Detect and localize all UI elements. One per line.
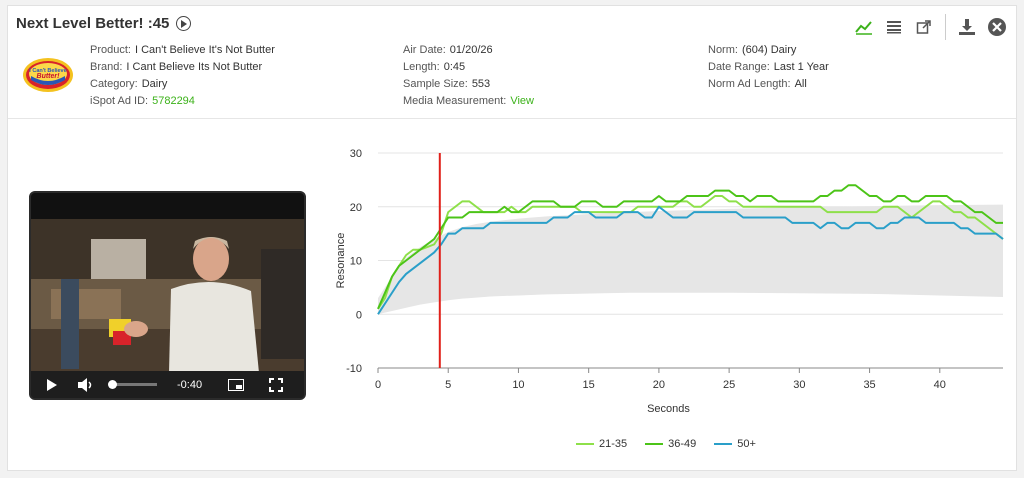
time-remaining: -0:40	[177, 378, 203, 391]
series-line-36-49	[377, 184, 1003, 310]
fullscreen-icon[interactable]	[269, 377, 284, 392]
meta-row-norm: Norm: (604) Dairy	[708, 44, 797, 56]
toolbar	[845, 14, 1008, 40]
meta-row-date-range: Date Range: Last 1 Year	[708, 61, 829, 73]
picture-in-picture-icon[interactable]	[228, 378, 245, 391]
x-tick-label: 15	[583, 379, 595, 391]
meta-column-product: Product: I Can't Believe It's Not Butter …	[90, 42, 275, 110]
meta-row-length: Length: 0:45	[403, 61, 466, 73]
play-circle-icon[interactable]	[176, 16, 192, 31]
x-tick-label: 30	[793, 379, 805, 391]
meta-row-norm-ad-length: Norm Ad Length: All	[708, 78, 807, 90]
chart-legend: 21-35 36-49 50+	[576, 438, 774, 450]
y-axis-title: Resonance	[335, 233, 347, 289]
seek-handle[interactable]	[108, 380, 118, 389]
media-measurement-view-link[interactable]: View	[510, 95, 534, 107]
meta-row-brand: Brand: I Cant Believe Its Not Butter	[90, 61, 263, 73]
resonance-chart: -10 0 10 20 30 0 5 10 15 20 25 30 35 40 Seconds Resonan…	[335, 148, 1004, 415]
ad-id-link[interactable]: 5782294	[152, 95, 195, 107]
meta-row-air-date: Air Date: 01/20/26	[403, 44, 493, 56]
line-chart-icon[interactable]	[853, 16, 875, 38]
video-frame[interactable]	[31, 219, 304, 373]
meta-column-air: Air Date: 01/20/26 Length: 0:45 Sample Siz…	[403, 42, 534, 110]
brand-logo: I Can't Believe Butter!	[23, 58, 73, 92]
meta-row-sample-size: Sample Size: 553	[403, 78, 491, 90]
y-tick-label: 30	[350, 148, 362, 160]
svg-text:Butter!: Butter!	[37, 73, 61, 80]
volume-icon[interactable]	[77, 377, 95, 392]
x-tick-label: 40	[934, 379, 946, 391]
seek-bar[interactable]	[108, 380, 157, 389]
legend-swatch-50-plus	[714, 443, 733, 445]
svg-text:I Can't Believe: I Can't Believe	[29, 68, 66, 74]
legend-swatch-21-35	[576, 443, 594, 445]
x-tick-label: 25	[723, 379, 735, 391]
meta-row-media-measurement: Media Measurement: View	[403, 95, 534, 107]
legend-swatch-36-49	[645, 443, 664, 445]
ad-title: Next Level Better! :45	[16, 15, 170, 32]
ad-card: Next Level Better! :45 I Can't Believe B…	[7, 5, 1017, 471]
title-row: Next Level Better! :45	[16, 15, 192, 32]
external-link-icon[interactable]	[913, 16, 935, 38]
legend-item-21-35[interactable]: 21-35	[576, 438, 627, 450]
x-tick-label: 20	[653, 379, 665, 391]
x-tick-label: 5	[445, 379, 451, 391]
meta-column-norm: Norm: (604) Dairy Date Range: Last 1 Year …	[708, 42, 829, 93]
play-icon[interactable]	[45, 378, 59, 392]
list-icon[interactable]	[883, 16, 905, 38]
series-line-50-plus	[377, 205, 1004, 315]
y-tick-label: 0	[356, 309, 362, 321]
video-controls: -0:40	[31, 371, 304, 398]
meta-row-product: Product: I Can't Believe It's Not Butter	[90, 44, 275, 56]
ad-header: Next Level Better! :45 I Can't Believe B…	[8, 6, 1016, 119]
toolbar-divider	[945, 14, 946, 40]
legend-item-36-49[interactable]: 36-49	[645, 438, 696, 450]
y-tick-label: 20	[350, 202, 362, 214]
x-axis-title: Seconds	[647, 403, 690, 415]
meta-row-ad-id: iSpot Ad ID: 5782294	[90, 95, 195, 107]
y-tick-label: 10	[350, 256, 362, 268]
close-circle-icon[interactable]	[986, 16, 1008, 38]
download-icon[interactable]	[956, 16, 978, 38]
video-player[interactable]: -0:40	[29, 191, 306, 400]
x-tick-label: 10	[512, 379, 524, 391]
norm-band	[378, 204, 1003, 315]
meta-row-category: Category: Dairy	[90, 78, 168, 90]
x-tick-label: 0	[375, 379, 381, 391]
x-tick-label: 35	[863, 379, 875, 391]
legend-item-50-plus[interactable]: 50+	[714, 438, 756, 450]
y-tick-label: -10	[346, 363, 362, 375]
